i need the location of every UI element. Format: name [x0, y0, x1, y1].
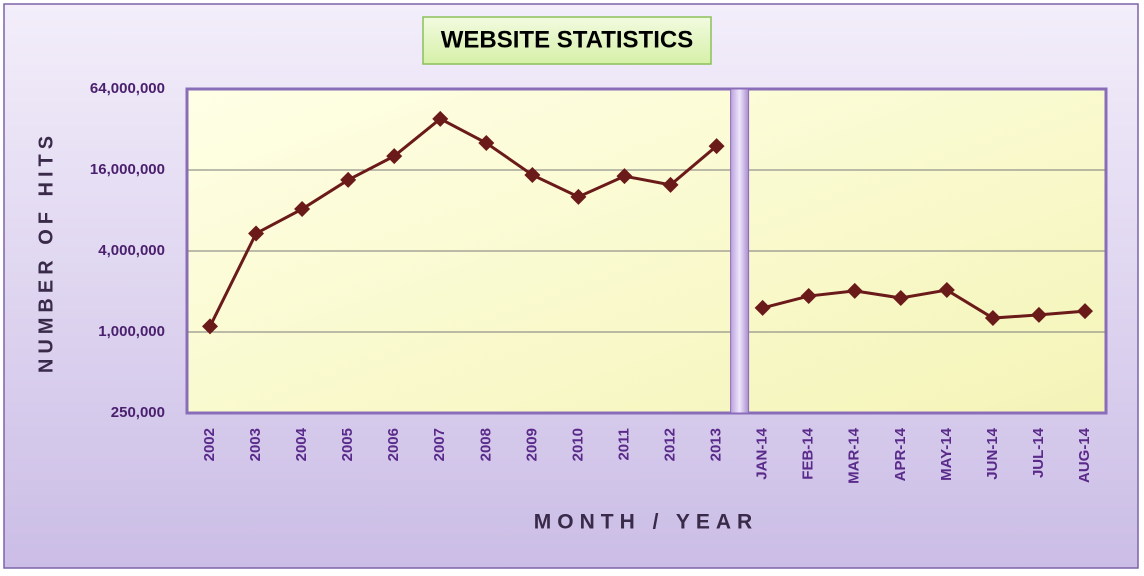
title-box	[422, 16, 712, 65]
marker	[294, 201, 311, 218]
y-tick-label: 1,000,000	[98, 323, 165, 340]
marker	[892, 289, 909, 306]
x-tick-label: 2002	[201, 428, 218, 461]
x-tick-label: 2006	[385, 428, 402, 461]
marker	[938, 282, 955, 299]
x-tick-label: APR-14	[892, 427, 909, 481]
x-tick-label: 2004	[293, 427, 310, 461]
y-tick-label: 64,000,000	[90, 80, 165, 97]
chart-title: WEBSITE STATISTICS	[441, 26, 693, 53]
line	[762, 288, 1086, 320]
y-axis-title: NUMBER OF HITS	[35, 131, 57, 373]
series-separator	[730, 88, 750, 414]
marker	[984, 310, 1001, 327]
marker	[754, 299, 771, 316]
marker	[662, 176, 679, 193]
line	[208, 117, 718, 328]
marker	[570, 188, 587, 205]
x-tick-label: 2013	[708, 428, 725, 461]
x-tick-label: 2011	[615, 428, 632, 461]
marker	[386, 148, 403, 165]
marker	[616, 168, 633, 185]
x-tick-label: JAN-14	[754, 427, 771, 479]
marker	[846, 282, 863, 299]
x-tick-label: MAY-14	[938, 427, 955, 480]
marker	[708, 138, 725, 155]
marker	[800, 288, 817, 305]
marker	[340, 171, 357, 188]
x-tick-label: MAR-14	[846, 427, 863, 483]
x-tick-label: 2005	[339, 428, 356, 461]
marker	[1030, 306, 1047, 323]
y-tick-label: 16,000,000	[90, 161, 165, 178]
x-tick-label: 2009	[523, 428, 540, 461]
x-tick-label: 2007	[431, 428, 448, 461]
marker	[432, 110, 449, 127]
x-tick-label: 2010	[569, 428, 586, 461]
x-tick-label: JUL-14	[1030, 427, 1047, 478]
x-axis-title: MONTH / YEAR	[534, 511, 758, 534]
x-tick-label: 2003	[247, 428, 264, 461]
y-tick-label: 4,000,000	[98, 242, 165, 259]
marker	[1077, 303, 1093, 320]
marker	[248, 225, 265, 242]
x-tick-label: AUG-14	[1076, 427, 1093, 483]
x-tick-label: 2008	[477, 428, 494, 461]
marker	[202, 318, 218, 335]
y-tick-label: 250,000	[111, 404, 165, 421]
marker	[478, 134, 495, 151]
x-tick-label: JUN-14	[984, 427, 1001, 479]
x-tick-label: 2012	[661, 428, 678, 461]
x-tick-label: FEB-14	[800, 427, 817, 479]
marker	[524, 166, 541, 183]
